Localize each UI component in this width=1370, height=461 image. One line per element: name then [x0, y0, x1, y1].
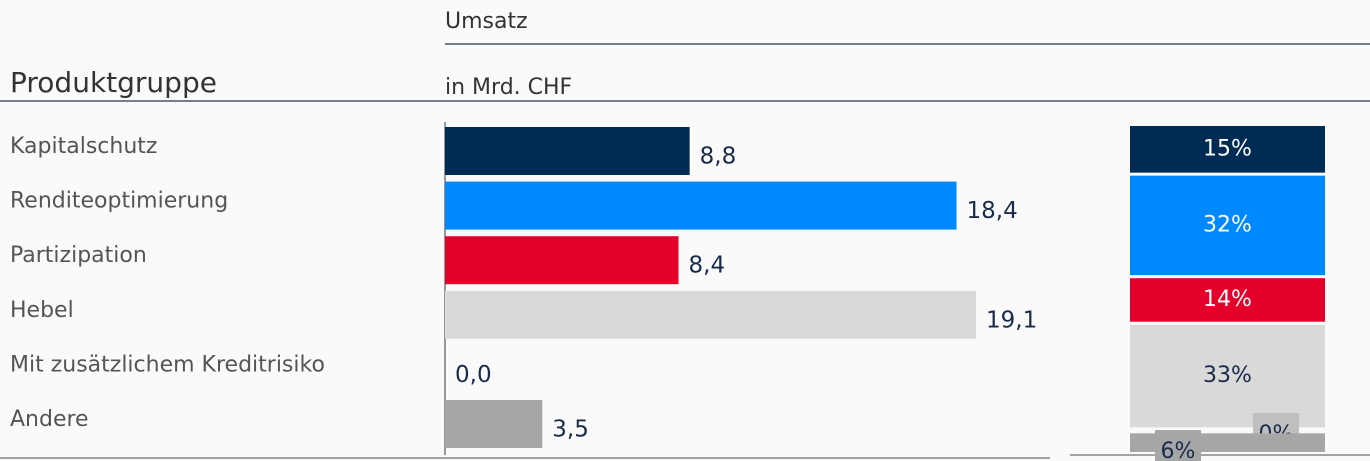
- share-segment: [1130, 126, 1325, 173]
- bar: [445, 236, 679, 285]
- share-segment: [1130, 324, 1325, 428]
- share-segment: [1130, 278, 1325, 322]
- category-label: Andere: [10, 407, 89, 432]
- share-label-box: [1155, 430, 1201, 461]
- share-segment: [1130, 175, 1325, 276]
- category-label: Renditeoptimierung: [10, 189, 228, 214]
- bar: [445, 400, 543, 448]
- value-label: 19,1: [986, 307, 1037, 333]
- share-label: 33%: [1203, 363, 1252, 388]
- value-label: 8,8: [700, 144, 737, 170]
- bar: [445, 127, 690, 175]
- category-label: Mit zusätzlichem Kreditrisiko: [10, 352, 325, 377]
- bar: [445, 290, 976, 339]
- chart-subtitle: in Mrd. CHF: [445, 75, 572, 100]
- category-label: Kapitalschutz: [10, 134, 157, 159]
- value-label: 8,4: [689, 253, 726, 279]
- value-label: 18,4: [967, 198, 1018, 224]
- chart-title: Umsatz: [445, 9, 528, 34]
- category-header: Produktgruppe: [10, 66, 217, 99]
- value-label: 0,0: [455, 362, 492, 388]
- share-label: 14%: [1203, 287, 1252, 312]
- category-label: Partizipation: [10, 243, 147, 268]
- value-label: 3,5: [552, 417, 589, 443]
- share-label: 6%: [1161, 439, 1196, 461]
- bar: [445, 181, 957, 230]
- share-label: 15%: [1203, 136, 1252, 161]
- category-label: Hebel: [10, 298, 74, 323]
- share-label: 32%: [1203, 212, 1252, 237]
